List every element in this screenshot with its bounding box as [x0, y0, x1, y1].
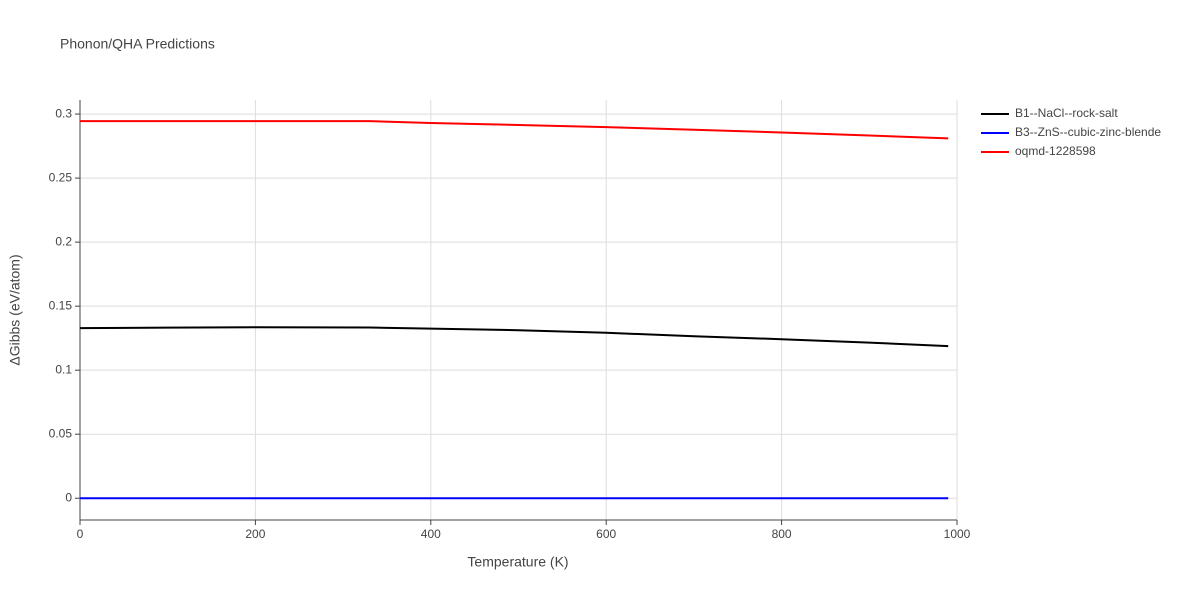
y-tick-label: 0.05 [49, 426, 73, 440]
y-tick-label: 0.2 [55, 234, 72, 248]
y-tick-label: 0.15 [49, 298, 73, 312]
chart-title: Phonon/QHA Predictions [60, 36, 215, 52]
x-tick-label: 800 [772, 527, 792, 541]
x-tick-label: 0 [77, 527, 84, 541]
y-tick-label: 0.1 [55, 362, 72, 376]
x-tick-label: 1000 [944, 527, 971, 541]
y-tick-label: 0.3 [55, 106, 72, 120]
y-axis-title: ΔGibbs (eV/atom) [7, 254, 23, 365]
x-tick-label: 200 [245, 527, 265, 541]
x-axis-title: Temperature (K) [467, 554, 568, 570]
y-tick-label: 0.25 [49, 170, 73, 184]
y-tick-label: 0 [65, 490, 72, 504]
legend-label: B1--NaCl--rock-salt [1015, 106, 1118, 120]
legend-label: oqmd-1228598 [1015, 144, 1096, 158]
series-line [79, 326, 949, 348]
series-line [80, 120, 949, 140]
x-tick-label: 400 [421, 527, 441, 541]
x-tick-label: 600 [596, 527, 616, 541]
legend-label: B3--ZnS--cubic-zinc-blende [1015, 125, 1161, 139]
